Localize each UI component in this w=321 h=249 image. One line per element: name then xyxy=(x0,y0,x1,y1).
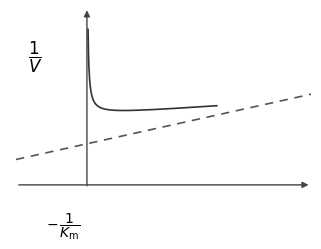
Text: $-\,\dfrac{1}{K_{\mathrm{m}}}$: $-\,\dfrac{1}{K_{\mathrm{m}}}$ xyxy=(46,211,81,242)
Text: $\dfrac{1}{V}$: $\dfrac{1}{V}$ xyxy=(28,40,42,75)
